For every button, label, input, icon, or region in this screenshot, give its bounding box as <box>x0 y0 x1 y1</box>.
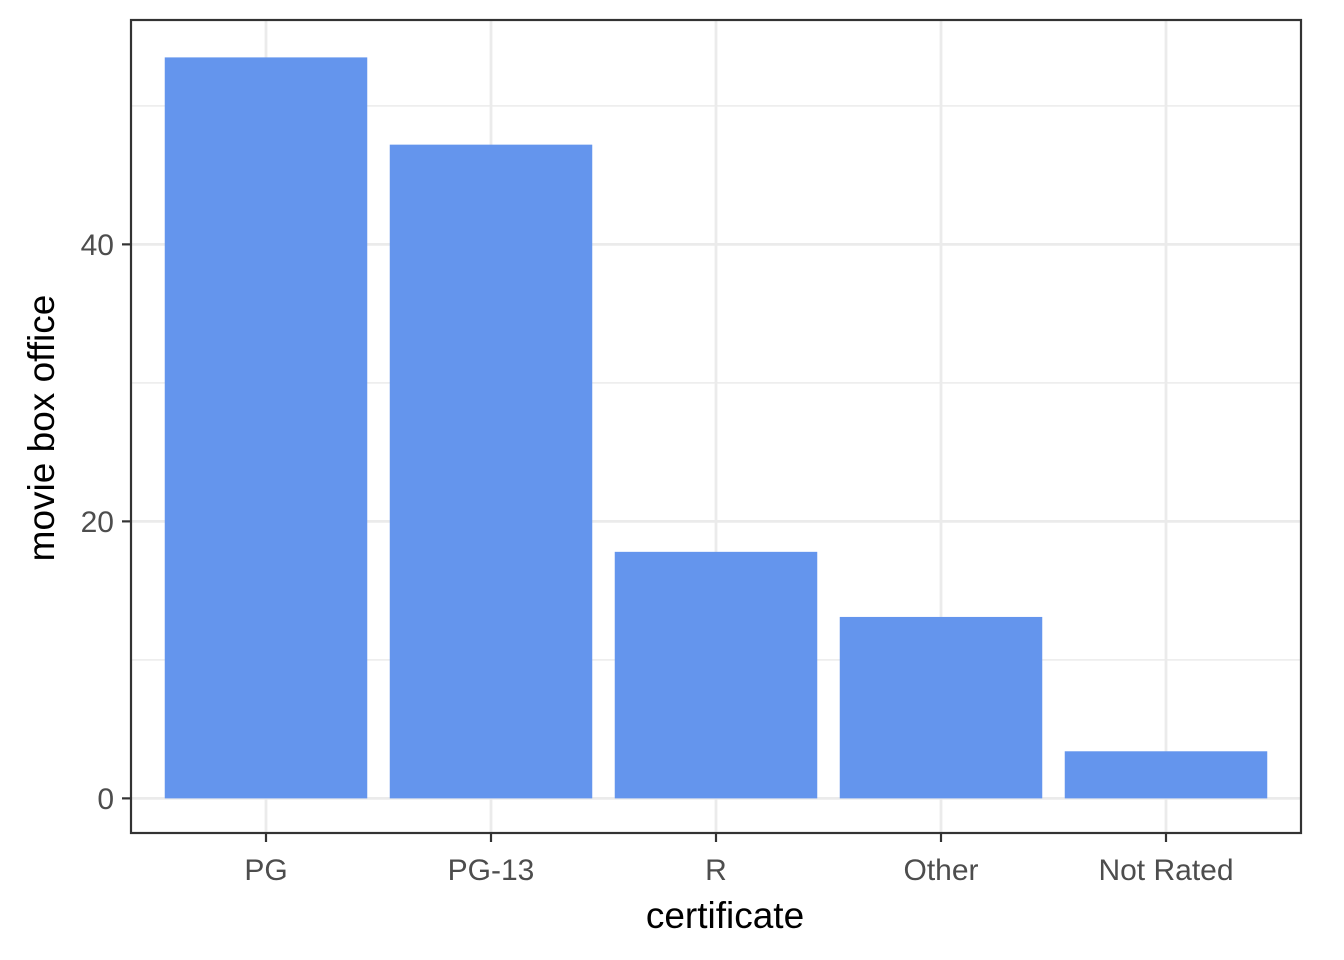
bar-pg-13 <box>389 144 593 799</box>
bar-r <box>614 551 818 799</box>
axis-ticks <box>122 243 1168 842</box>
y-tick-label: 40 <box>81 229 114 262</box>
x-axis-title: certificate <box>646 895 804 936</box>
bar-pg <box>164 57 368 799</box>
x-tick-label: PG-13 <box>448 854 535 887</box>
bars <box>164 57 1268 799</box>
tick-labels: 0 20 40 PG PG-13 R Other Not Rated <box>81 229 1234 887</box>
y-axis-title: movie box office <box>21 295 62 562</box>
bar-not-rated <box>1064 751 1268 799</box>
bar-other <box>839 616 1043 799</box>
x-tick-label: PG <box>244 854 287 887</box>
x-tick-label: Not Rated <box>1098 854 1233 887</box>
y-tick-label: 0 <box>97 783 114 816</box>
y-tick-label: 20 <box>81 506 114 539</box>
x-tick-label: Other <box>903 854 978 887</box>
x-tick-label: R <box>705 854 727 887</box>
